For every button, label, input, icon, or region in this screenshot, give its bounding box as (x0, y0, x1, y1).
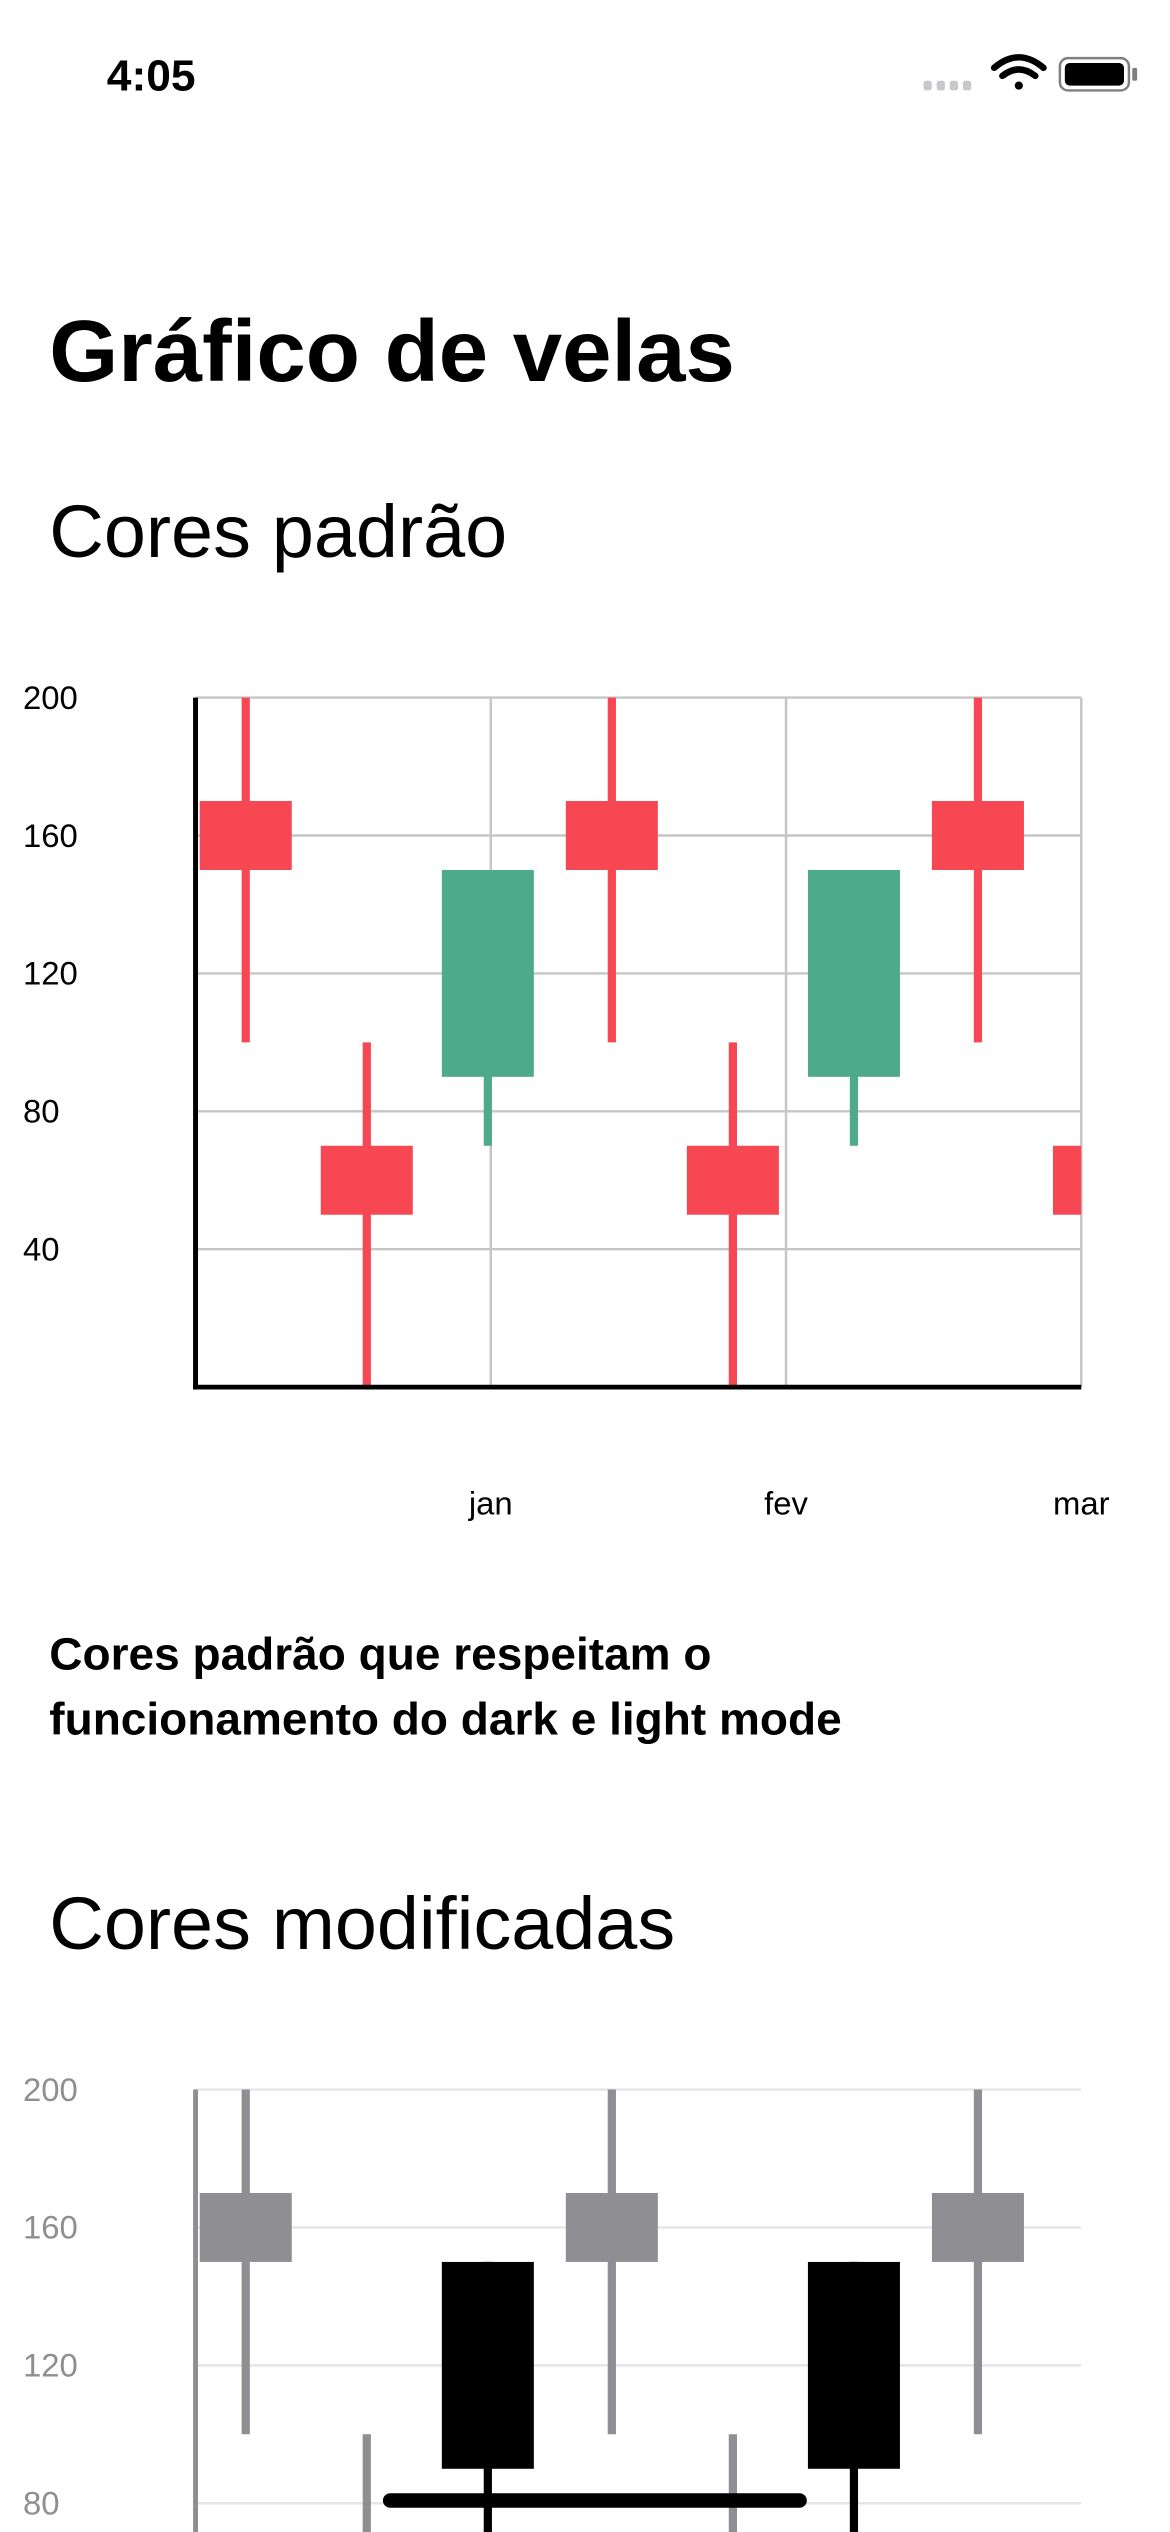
y-tick-label: 200 (23, 680, 78, 716)
x-tick-label: fev (764, 1486, 809, 1522)
candle-body (320, 1145, 413, 1215)
candle-body (199, 801, 292, 870)
y-tick-label: 200 (23, 2072, 78, 2108)
caption: Cores padrão que respeitam o (49, 1629, 711, 1680)
section-heading: Cores padrão (49, 490, 507, 573)
candlestick-chart: 40 80 120 160 200 jan fev mar (23, 680, 1110, 1522)
y-tick-label: 40 (23, 1232, 60, 1268)
x-tick-label: mar (1053, 1486, 1110, 1522)
y-tick-label: 80 (23, 2486, 60, 2522)
candle-body (807, 869, 900, 1077)
candles (199, 2089, 1024, 2532)
candle-body (565, 2192, 658, 2262)
candles (199, 697, 1082, 1388)
y-tick-label: 80 (23, 1094, 60, 1130)
candle-body (931, 801, 1024, 870)
wifi-icon (990, 54, 1047, 90)
page-title: Gráfico de velas (49, 302, 735, 400)
home-indicator (382, 2493, 807, 2508)
y-tick-label: 120 (23, 2348, 78, 2384)
y-tick-label: 160 (23, 818, 78, 854)
candle-body (931, 2192, 1024, 2262)
status-time: 4:05 (107, 52, 196, 101)
candle-body (565, 801, 658, 870)
candle-body (441, 869, 534, 1077)
candle-body (807, 2261, 900, 2469)
x-tick-label: jan (468, 1486, 513, 1522)
candlestick-chart: 80 120 160 200 (23, 2072, 1082, 2532)
candle-body (441, 2261, 534, 2469)
signal-icon (923, 80, 972, 91)
battery-icon (1058, 56, 1138, 92)
y-tick-label: 120 (23, 956, 78, 992)
section-heading: Cores modificadas (49, 1882, 675, 1965)
candle-body (1052, 1145, 1082, 1215)
candle-body (686, 1145, 779, 1215)
y-tick-label: 160 (23, 2210, 78, 2246)
caption: funcionamento do dark e light mode (49, 1694, 841, 1745)
candle-body (199, 2192, 292, 2262)
